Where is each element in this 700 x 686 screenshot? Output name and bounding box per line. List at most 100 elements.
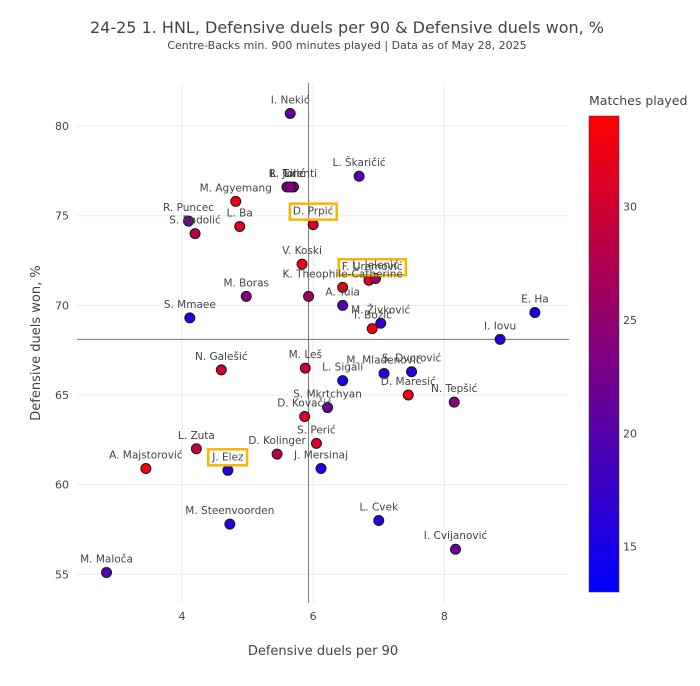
point-label: L. Cirenti xyxy=(270,168,317,180)
data-point xyxy=(234,220,246,232)
chart-subtitle: Centre-Backs min. 900 minutes played | D… xyxy=(167,39,526,52)
data-point xyxy=(271,448,283,460)
data-point xyxy=(337,299,349,311)
x-tick-label: 4 xyxy=(178,610,185,623)
point-label: L. Jelenić xyxy=(352,259,399,271)
point-label: M. Živković xyxy=(351,303,410,316)
point-label: J. Mersinaj xyxy=(293,450,348,462)
highlight-box xyxy=(337,257,408,277)
data-point xyxy=(140,463,152,475)
y-tick-label: 65 xyxy=(55,389,69,402)
y-tick-label: 70 xyxy=(55,299,69,312)
point-label: L. Cvek xyxy=(359,502,399,514)
point-label: D. Prpić xyxy=(293,206,334,218)
point-label: S. Dvorović xyxy=(382,353,442,365)
highlight-box xyxy=(206,448,249,467)
point-label: I. Nekić xyxy=(271,94,310,106)
data-point xyxy=(406,366,418,378)
data-point xyxy=(337,281,349,293)
point-label: D. Kolinger xyxy=(248,435,306,447)
data-point xyxy=(307,219,319,231)
data-point xyxy=(310,437,322,449)
point-label: N. Tepšić xyxy=(431,383,478,395)
y-tick-label: 60 xyxy=(55,479,69,492)
data-point xyxy=(183,215,195,227)
point-label: T. Božić xyxy=(351,310,392,322)
point-label: L. Škaričić xyxy=(332,156,385,169)
point-label: D. Kovačić xyxy=(277,398,332,410)
data-point xyxy=(337,375,349,387)
data-point xyxy=(322,402,334,414)
data-point xyxy=(189,228,201,240)
point-label: L. Zuta xyxy=(178,430,215,442)
reference-lines xyxy=(77,83,569,603)
point-label: R. Tolić xyxy=(269,168,305,180)
data-point xyxy=(224,518,236,530)
data-point xyxy=(450,543,462,555)
grid xyxy=(77,83,569,603)
point-label: D. Maresić xyxy=(381,376,436,388)
point-label: M. Boras xyxy=(223,277,269,289)
y-axis-ticks: 55 60 65 70 75 80 xyxy=(55,120,69,581)
data-point xyxy=(529,307,541,319)
point-label: M. Steenvoorden xyxy=(185,505,274,517)
point-label: J. Elez xyxy=(211,451,244,463)
data-point xyxy=(284,107,296,119)
point-label: R. Puncec xyxy=(163,202,214,214)
y-axis-title: Defensive duels won, % xyxy=(29,265,44,420)
data-point xyxy=(190,443,202,455)
colorbar-ticks: 15 20 25 30 xyxy=(623,201,637,554)
y-tick-label: 75 xyxy=(55,210,69,223)
point-label: S. Mmaee xyxy=(164,299,216,311)
data-point xyxy=(375,317,387,329)
data-points xyxy=(101,107,541,579)
data-point xyxy=(402,389,414,401)
data-point xyxy=(299,362,311,374)
data-point xyxy=(448,396,460,408)
colorbar-tick-label: 30 xyxy=(623,201,637,214)
data-point xyxy=(230,195,242,207)
data-point xyxy=(366,323,378,335)
data-point xyxy=(353,170,365,182)
colorbar-tick-label: 15 xyxy=(623,541,637,554)
data-point xyxy=(494,333,506,345)
point-label: E. Ha xyxy=(521,294,549,306)
colorbar xyxy=(588,115,620,593)
point-label: A. Majstorović xyxy=(109,450,183,462)
point-label: M. Mladenović xyxy=(346,354,421,366)
point-label: A. Tuia xyxy=(325,286,360,298)
point-label: V. Koski xyxy=(282,245,322,257)
data-point xyxy=(303,290,315,302)
x-tick-label: 8 xyxy=(441,610,448,623)
data-point xyxy=(222,464,234,476)
data-point xyxy=(315,463,327,475)
y-tick-label: 80 xyxy=(55,120,69,133)
data-point xyxy=(373,515,385,527)
data-point xyxy=(101,567,113,579)
point-label: M. Agyemang xyxy=(200,182,272,194)
data-point xyxy=(215,364,227,376)
point-label: N. Galešić xyxy=(195,351,248,363)
point-label: M. Maloča xyxy=(80,554,133,566)
point-label: R. Jurić xyxy=(269,168,306,180)
colorbar-tick-label: 25 xyxy=(623,314,637,327)
x-tick-label: 6 xyxy=(310,610,317,623)
data-point xyxy=(299,411,311,423)
colorbar-tick-label: 20 xyxy=(623,427,637,440)
point-label: F. Uremović xyxy=(342,261,403,273)
x-axis-title: Defensive duels per 90 xyxy=(248,644,398,659)
point-label: M. Leš xyxy=(289,349,322,361)
point-label: I. Cvijanović xyxy=(424,530,488,542)
point-label: S. Mkrtchyan xyxy=(293,389,362,401)
data-point xyxy=(284,181,296,193)
data-point xyxy=(240,290,252,302)
data-point xyxy=(378,367,390,379)
point-label: L. Ba xyxy=(227,207,253,219)
highlight-box xyxy=(288,202,338,221)
y-tick-label: 55 xyxy=(55,568,69,581)
x-axis-ticks: 4 6 8 xyxy=(178,610,447,623)
point-label: K. Theophile-Catherine xyxy=(283,268,403,280)
point-label: S. Radolić xyxy=(169,215,221,227)
